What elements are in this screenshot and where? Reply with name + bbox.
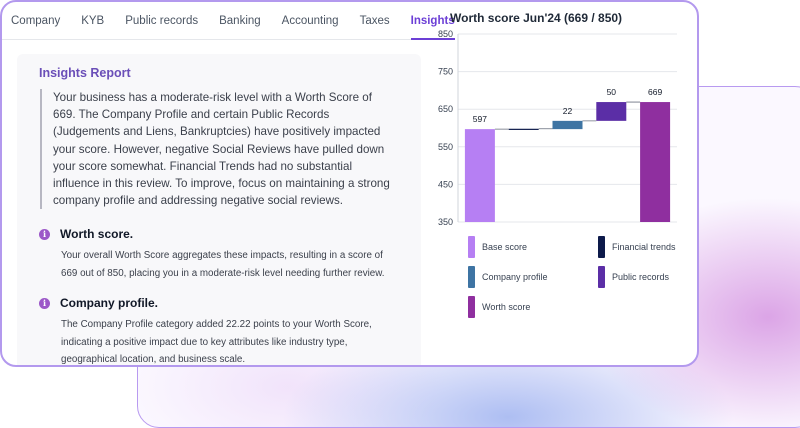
- legend-label: Worth score: [482, 302, 531, 312]
- tab-public-records[interactable]: Public records: [125, 15, 199, 27]
- legend-public-records: Public records: [598, 266, 669, 288]
- legend-swatch: [468, 236, 475, 258]
- tab-insights[interactable]: Insights: [410, 15, 455, 40]
- bar-company-profile: [552, 120, 583, 130]
- info-icon: i: [39, 297, 50, 309]
- insight-body: The Company Profile category added 22.22…: [61, 319, 372, 365]
- bar-base-score: [464, 129, 495, 222]
- legend-swatch: [468, 266, 475, 288]
- legend-label: Company profile: [482, 272, 548, 282]
- insight-company-profile: i Company profile. The Company Profile c…: [39, 296, 404, 365]
- legend-company-profile: Company profile: [468, 266, 548, 288]
- insight-title: Worth score.: [60, 227, 134, 241]
- insights-card: Company KYB Public records Banking Accou…: [0, 0, 699, 367]
- legend-label: Public records: [612, 272, 670, 282]
- y-tick-label: 550: [438, 142, 453, 152]
- bar-financial-trends: [508, 128, 539, 130]
- tab-accounting[interactable]: Accounting: [281, 15, 339, 27]
- worth-score-chart: 350 450 550 650 750 850 597 22 50 669: [438, 29, 677, 227]
- legend-label: Base score: [482, 242, 528, 252]
- y-tick-label: 450: [438, 179, 453, 189]
- y-tick-label: 850: [438, 29, 453, 39]
- insight-body: Your overall Worth Score aggregates thes…: [61, 250, 385, 279]
- legend-financial-trends: Financial trends: [598, 236, 676, 258]
- bar-worth-score: [640, 102, 671, 222]
- insights-report-panel: Insights Report Your business has a mode…: [17, 54, 421, 365]
- data-label: 597: [473, 114, 487, 124]
- report-title: Insights Report: [39, 66, 131, 80]
- legend-swatch: [598, 266, 605, 288]
- data-label: 50: [607, 87, 617, 97]
- y-tick-label: 350: [438, 217, 453, 227]
- tab-bar: Company KYB Public records Banking Accou…: [2, 2, 455, 40]
- info-icon: i: [39, 228, 50, 240]
- legend-base-score: Base score: [468, 236, 527, 258]
- data-label: 22: [563, 106, 573, 116]
- chart-title: Worth score Jun'24 (669 / 850): [450, 11, 623, 25]
- bar-public-records: [596, 102, 627, 121]
- data-label: 669: [648, 87, 662, 97]
- insight-title: Company profile.: [60, 296, 159, 310]
- tab-kyb[interactable]: KYB: [81, 15, 105, 27]
- y-tick-label: 750: [438, 67, 453, 77]
- report-summary: Your business has a moderate-risk level …: [40, 89, 395, 210]
- legend-swatch: [468, 296, 475, 318]
- insight-worth-score: i Worth score. Your overall Worth Score …: [39, 227, 404, 282]
- legend-label: Financial trends: [612, 242, 676, 252]
- legend-worth-score: Worth score: [468, 296, 530, 318]
- tab-taxes[interactable]: Taxes: [359, 15, 390, 27]
- tab-banking[interactable]: Banking: [219, 15, 261, 27]
- legend-swatch: [598, 236, 605, 258]
- y-tick-label: 650: [438, 104, 453, 114]
- tab-company[interactable]: Company: [11, 15, 61, 27]
